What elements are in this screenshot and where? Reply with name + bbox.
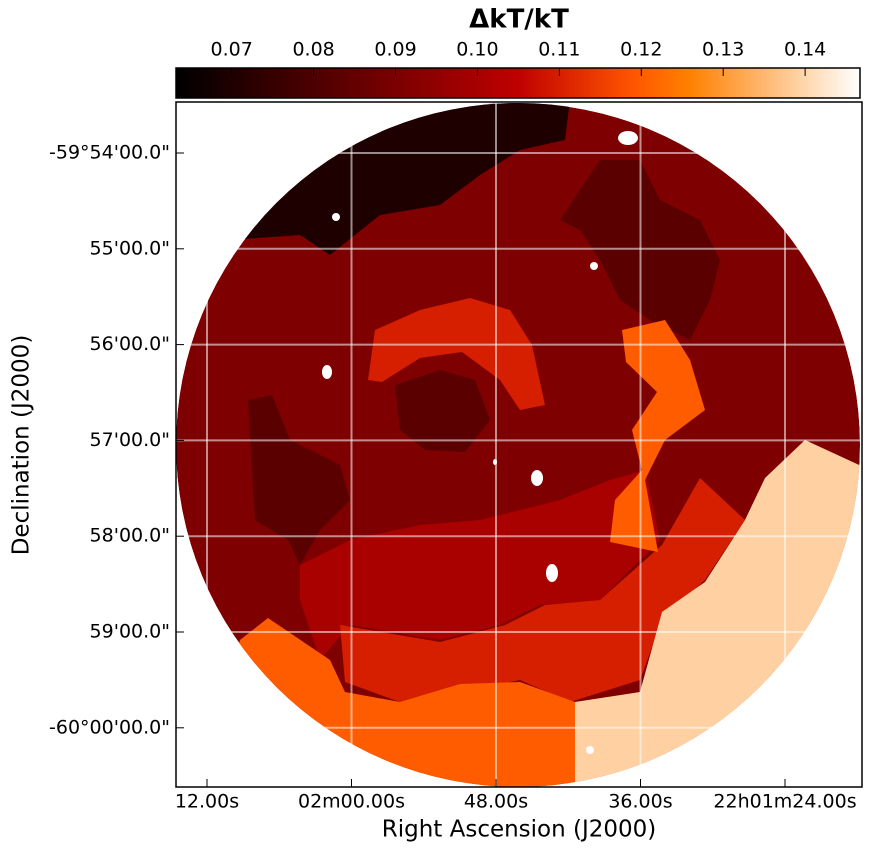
colorbar-tick-label: 0.10 [456,39,498,61]
map [176,103,860,787]
y-axis-label: Declination (J2000) [9,335,35,556]
y-tick-label: 56'00.0" [90,333,170,355]
x-tick-label: 36.00s [608,791,672,813]
region [340,478,745,702]
masked-source [531,470,543,486]
colorbar-tick-label: 0.12 [620,39,662,61]
region [248,395,350,565]
x-tick-label: 12.00s [175,791,239,813]
masked-source [322,365,332,379]
region [395,370,490,452]
y-tick-label: 59'00.0" [90,621,170,643]
colorbar-tick-label: 0.13 [702,39,744,61]
y-tick-label: 58'00.0" [90,525,170,547]
x-axis-label: Right Ascension (J2000) [382,817,657,843]
colorbar [175,67,861,99]
colorbar-tick-label: 0.08 [292,39,334,61]
region [368,298,545,410]
colorbar-tick-label: 0.09 [374,39,416,61]
colorbar-tick-label: 0.11 [538,39,580,61]
masked-source [586,746,594,754]
x-tick-label: 02m00.00s [298,791,405,813]
y-tick-label: -59°54'00.0" [49,142,170,164]
x-tick-label: 22h01m24.00s [713,791,856,813]
masked-source [332,213,340,221]
plot-frame [175,101,863,788]
masked-source [546,564,558,582]
y-tick-label: 57'00.0" [90,429,170,451]
masked-source [590,262,598,270]
y-tick-label: -60°00'00.0" [49,716,170,738]
region [300,470,660,660]
region [610,320,705,552]
masked-source [618,131,638,145]
colorbar-tick-label: 0.07 [211,39,253,61]
colorbar-title: ΔkT/kT [469,5,569,35]
y-tick-label: 55'00.0" [90,237,170,259]
x-tick-label: 48.00s [464,791,528,813]
colorbar-tick-label: 0.14 [784,39,826,61]
